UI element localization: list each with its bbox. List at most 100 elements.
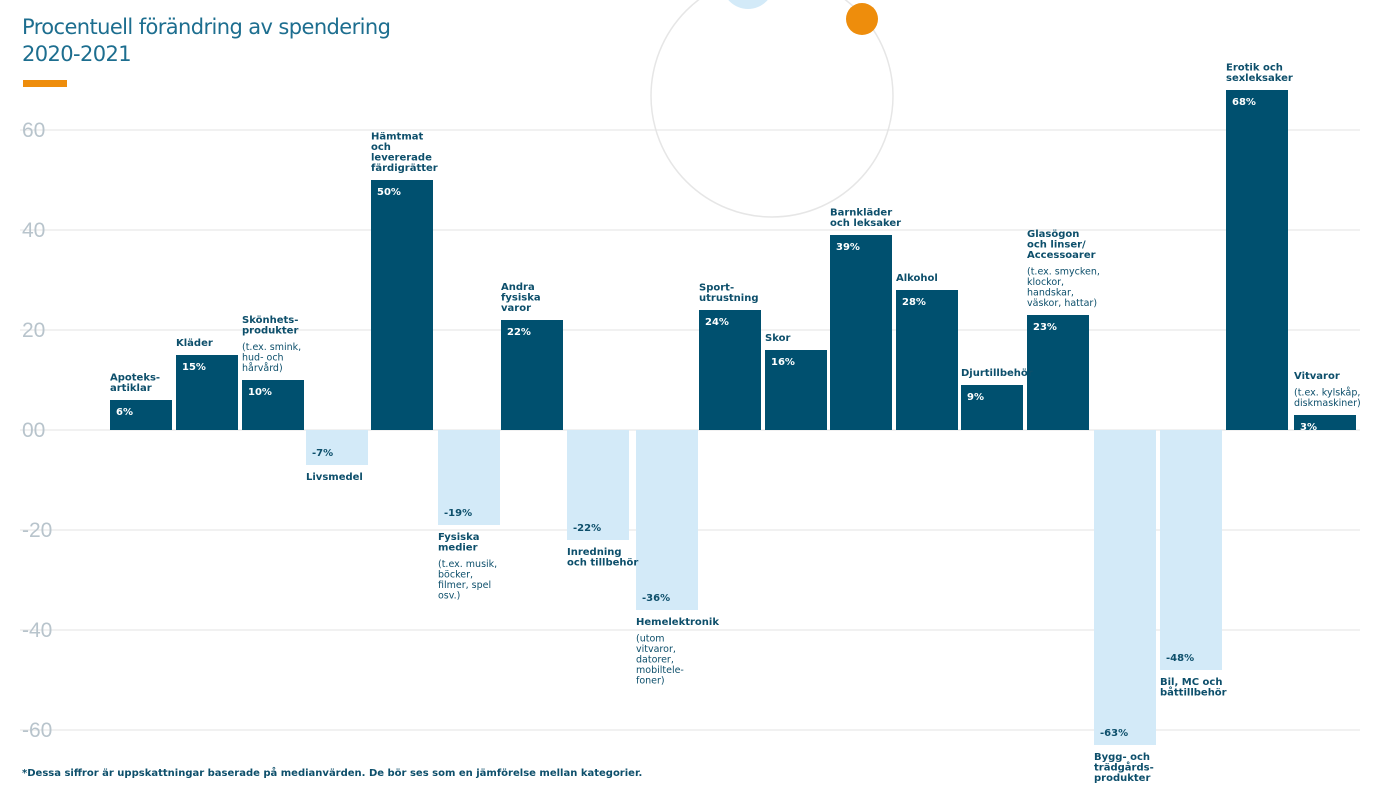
bar [830, 235, 892, 430]
data-label: -48% [1166, 653, 1194, 664]
data-label: 3% [1300, 422, 1317, 433]
bar [371, 180, 433, 430]
bar [176, 355, 238, 430]
annotation: (t.ex. kylskåp, [1294, 388, 1360, 399]
chart-title-line-2: 2020-2021 [22, 42, 132, 66]
x-tick-label: Accessoarer [1027, 250, 1096, 261]
y-tick-label: -20 [22, 519, 52, 542]
bar [765, 350, 827, 430]
y-tick-label: 00 [22, 419, 45, 442]
x-tick-label: levererade [371, 153, 432, 164]
annotation: (utom [636, 634, 665, 645]
x-tick-label: artiklar [110, 383, 152, 394]
bar [1027, 315, 1089, 430]
y-axis-ticks: 60 40 20 00 -20 -40 -60 [22, 119, 52, 742]
data-label: 15% [182, 362, 206, 373]
bar [242, 380, 304, 430]
x-tick-label: Djurtillbehör [961, 368, 1033, 379]
data-label: 28% [902, 297, 926, 308]
annotation: (t.ex. smink, [242, 342, 301, 353]
x-tick-label: och tillbehör [567, 558, 638, 569]
chart-title: Procentuell förändring av spendering 202… [22, 14, 391, 68]
x-tick-label: produkter [242, 326, 298, 337]
y-tick-label: -60 [22, 719, 52, 742]
data-label: -36% [642, 593, 670, 604]
x-tick-label: Hemelektronik [636, 617, 719, 628]
annotation: hud- och [242, 353, 284, 364]
annotation: klockor, [1027, 277, 1064, 288]
bar [438, 430, 500, 525]
annotation: handskar, [1027, 288, 1074, 299]
x-tick-label: Kläder [176, 338, 213, 349]
category-labels: 6% Apoteks-artiklar 15% Kläder 10% Skönhets-p… [110, 63, 1361, 785]
bar [1294, 415, 1356, 430]
y-tick-label: 60 [22, 119, 45, 142]
bars [110, 90, 1356, 745]
x-tick-label: sexleksaker [1226, 73, 1293, 84]
title-accent-bar [23, 80, 67, 87]
annotation: böcker, [438, 570, 473, 581]
x-tick-label: produkter [1094, 773, 1150, 784]
x-tick-label: Alkohol [896, 273, 938, 284]
bar [306, 430, 368, 465]
x-tick-label: Glasögon [1027, 229, 1079, 240]
annotation: mobiltele- [636, 665, 684, 676]
data-label: 16% [771, 357, 795, 368]
x-tick-label: medier [438, 543, 478, 554]
data-label: 50% [377, 187, 401, 198]
x-tick-label: färdigrätter [371, 163, 438, 174]
x-tick-label: Vitvaror [1294, 371, 1340, 382]
x-tick-label: och leksaker [830, 218, 901, 229]
data-label: -19% [444, 508, 472, 519]
x-tick-label: och linser/ [1027, 240, 1086, 251]
data-label: 23% [1033, 322, 1057, 333]
bar [1094, 430, 1156, 745]
annotation: hårvård) [242, 363, 283, 374]
chart-title-line-1: Procentuell förändring av spendering [22, 15, 391, 39]
decorative-orange-circle [846, 3, 878, 35]
bar [636, 430, 698, 610]
decorative-blue-circle [728, 0, 768, 9]
x-tick-label: Livsmedel [306, 472, 363, 483]
data-label: 6% [116, 407, 133, 418]
y-tick-label: 20 [22, 319, 45, 342]
x-tick-label: varor [501, 303, 531, 314]
data-label: 10% [248, 387, 272, 398]
data-label: 68% [1232, 97, 1256, 108]
x-tick-label: Fysiska [438, 532, 480, 543]
x-tick-label: utrustning [699, 293, 759, 304]
data-label: -7% [312, 448, 333, 459]
bar [896, 290, 958, 430]
annotation: foner) [636, 676, 665, 687]
decorative-circles [650, 0, 894, 218]
x-tick-label: Hämtmat [371, 132, 423, 143]
annotation: (t.ex. musik, [438, 559, 497, 570]
data-label: 39% [836, 242, 860, 253]
x-tick-label: Erotik och [1226, 63, 1283, 74]
x-tick-label: Skor [765, 333, 790, 344]
data-label: 22% [507, 327, 531, 338]
bar [699, 310, 761, 430]
data-label: 9% [967, 392, 984, 403]
annotation: osv.) [438, 591, 460, 602]
bar [1160, 430, 1222, 670]
x-tick-label: Apoteks- [110, 373, 160, 384]
footnote: *Dessa siffror är uppskattningar baserad… [22, 768, 643, 779]
data-label: -63% [1100, 728, 1128, 739]
bar [110, 400, 172, 430]
annotation: vitvaror, [636, 644, 676, 655]
x-tick-label: fysiska [501, 293, 541, 304]
x-tick-label: Andra [501, 282, 535, 293]
x-tick-label: Sport- [699, 283, 734, 294]
x-tick-label: och [371, 142, 391, 153]
bar [961, 385, 1023, 430]
x-tick-label: båttillbehör [1160, 686, 1227, 699]
bar [501, 320, 563, 430]
annotation: (t.ex. smycken, [1027, 267, 1100, 278]
x-tick-label: Barnkläder [830, 208, 892, 219]
x-tick-label: Inredning [567, 547, 622, 558]
bar [1226, 90, 1288, 430]
y-tick-label: -40 [22, 619, 52, 642]
annotation: diskmaskiner) [1294, 398, 1361, 409]
